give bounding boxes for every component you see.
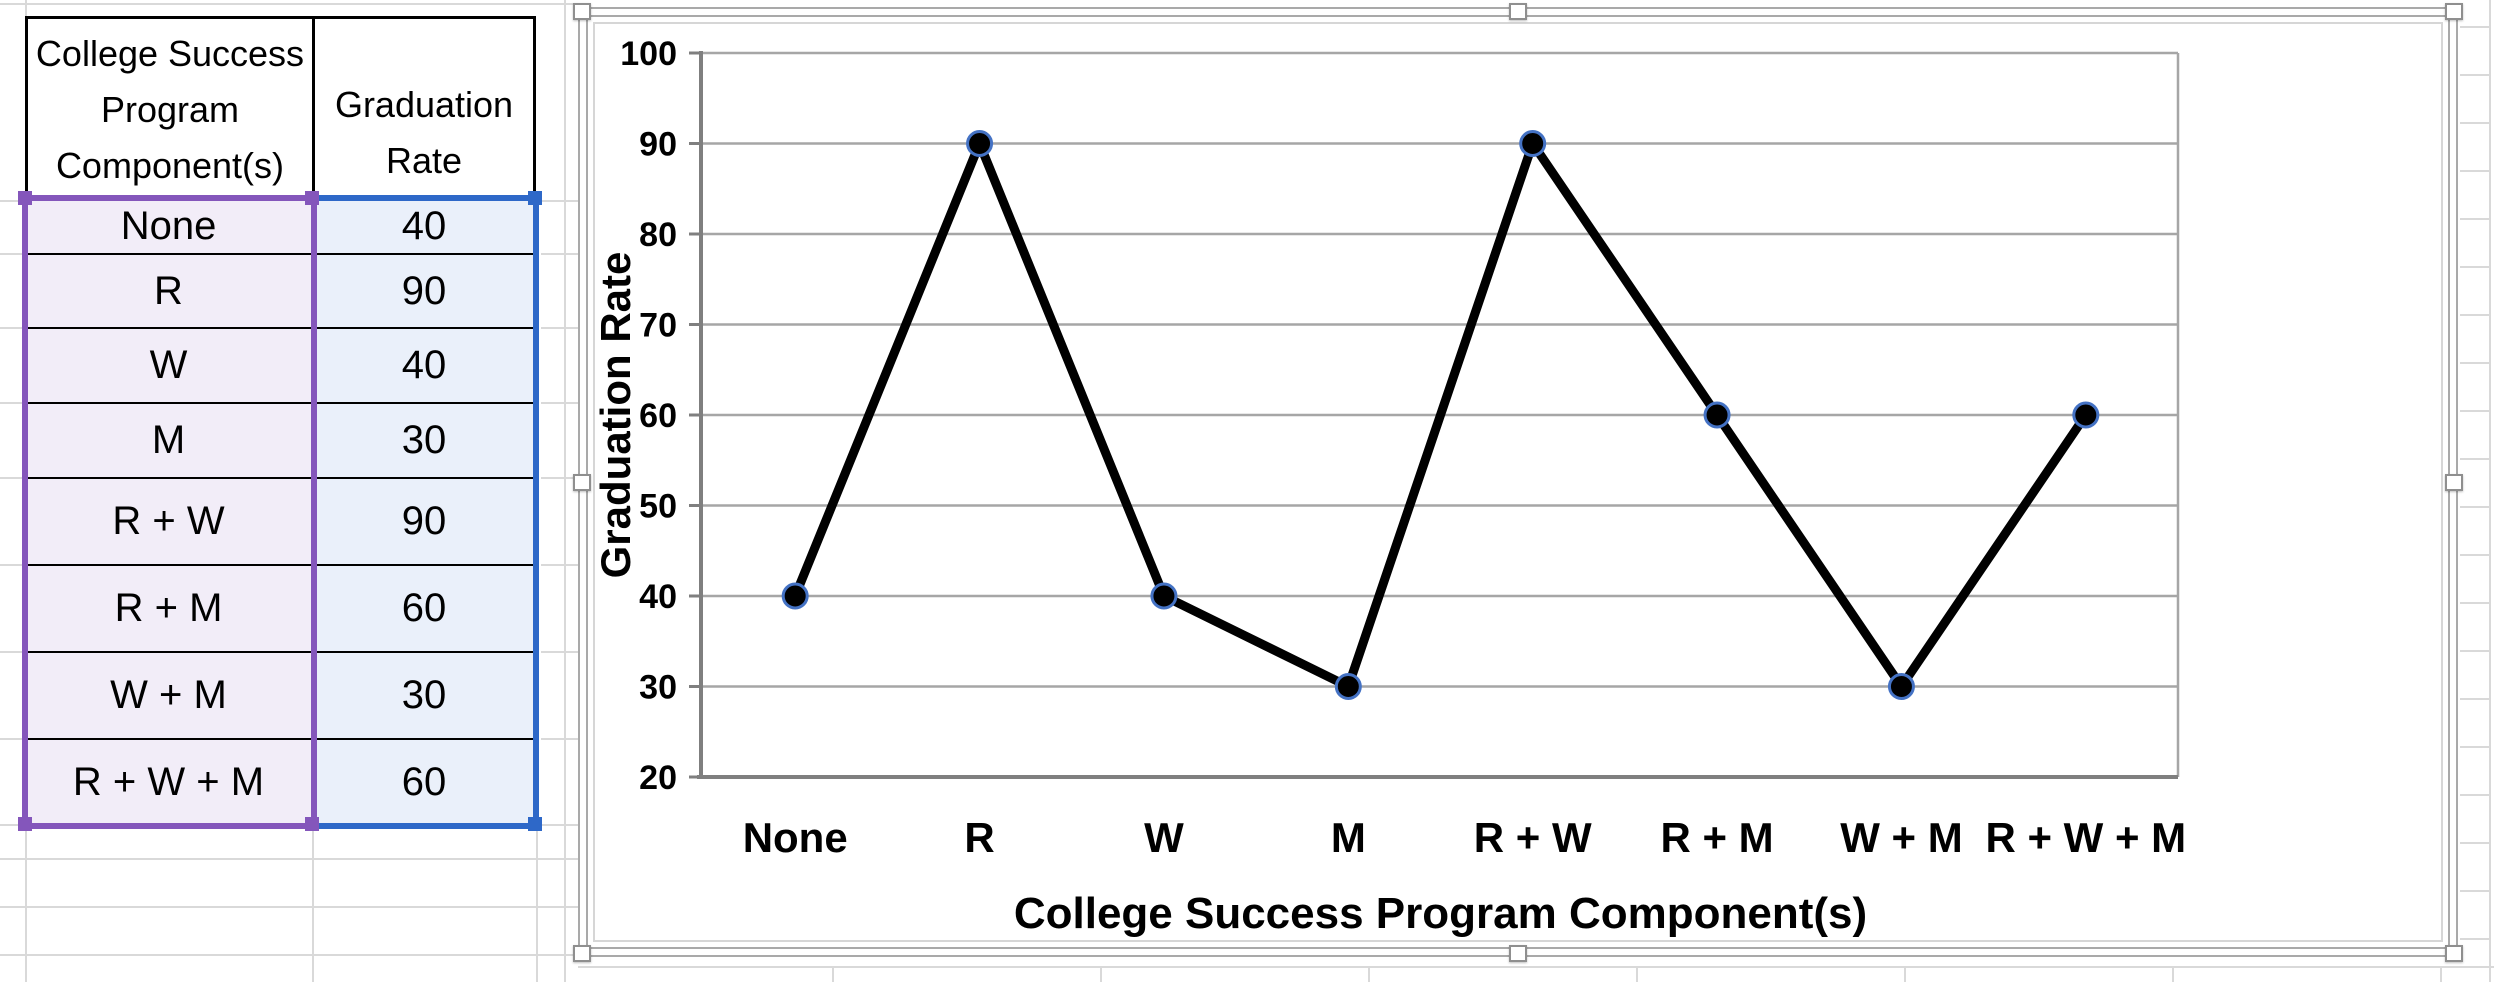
data-point-marker[interactable]	[2072, 401, 2100, 429]
x-category-label: W + M	[1840, 814, 1963, 861]
table-row: R + M 60	[25, 564, 536, 651]
selection-handle[interactable]	[18, 191, 32, 205]
x-category-label: M	[1331, 814, 1366, 861]
y-tick-label: 90	[639, 126, 677, 164]
y-tick-label: 30	[639, 669, 677, 707]
x-category-label: W	[1144, 814, 1184, 861]
x-axis-title[interactable]: College Success Program Component(s)	[1014, 889, 1867, 938]
chart-resize-handle-s[interactable]	[1509, 945, 1527, 962]
table-header-row: College Success Program Component(s) Gra…	[25, 16, 536, 200]
data-point-marker[interactable]	[966, 130, 994, 157]
cell-rate[interactable]: 60	[312, 566, 536, 651]
chart-resize-handle-sw[interactable]	[573, 945, 591, 962]
x-category-label: R + M	[1660, 814, 1773, 861]
chart-object[interactable]	[578, 7, 2458, 957]
table-row: W + M 30	[25, 651, 536, 738]
selection-outline-categories[interactable]	[22, 195, 317, 829]
data-point-marker[interactable]	[1334, 673, 1362, 700]
cell-rate[interactable]: 40	[312, 329, 536, 402]
chart-resize-handle-nw[interactable]	[573, 3, 591, 20]
x-category-label: R	[964, 814, 994, 861]
data-point-marker[interactable]	[1150, 582, 1178, 610]
y-axis-title[interactable]: Graduation Rate	[592, 252, 639, 579]
y-tick-label: 70	[639, 307, 677, 345]
cell-rate[interactable]: 30	[312, 404, 536, 477]
table-row: M 30	[25, 402, 536, 477]
cell-rate[interactable]: 90	[312, 255, 536, 327]
y-tick-label: 50	[639, 488, 677, 526]
selection-handle[interactable]	[18, 817, 32, 831]
y-tick-label: 80	[639, 216, 677, 254]
table-row: R + W + M 60	[25, 738, 536, 824]
cell-component[interactable]: R	[25, 255, 312, 327]
y-tick-label: 100	[620, 35, 677, 73]
selection-handle[interactable]	[305, 817, 319, 831]
cell-component[interactable]: R + M	[25, 566, 312, 651]
cell-rate[interactable]: 30	[312, 653, 536, 738]
cell-component[interactable]: M	[25, 404, 312, 477]
y-tick-label: 40	[639, 578, 677, 616]
chart-resize-handle-e[interactable]	[2445, 474, 2463, 491]
chart-resize-handle-se[interactable]	[2445, 945, 2463, 962]
chart-resize-handle-w[interactable]	[573, 474, 591, 491]
y-tick-label: 20	[639, 759, 677, 797]
cell-rate[interactable]: 60	[312, 740, 536, 824]
table-body: None 40 R 90 W 40 M 30 R + W 90 R + M 60 W + M 30 R + …	[25, 200, 536, 824]
table-row: W 40	[25, 327, 536, 402]
cell-component[interactable]: W + M	[25, 653, 312, 738]
table-header-rate[interactable]: Graduation Rate	[334, 84, 514, 181]
selection-handle[interactable]	[528, 191, 542, 205]
selection-handle[interactable]	[528, 817, 542, 831]
y-tick-label: 60	[639, 397, 677, 435]
table-row: None 40	[25, 200, 536, 253]
x-category-label: R + W	[1474, 814, 1592, 861]
selection-handle[interactable]	[305, 191, 319, 205]
data-point-marker[interactable]	[1703, 401, 1731, 429]
chart-area-border	[593, 22, 2443, 942]
x-category-label: R + W + M	[1985, 814, 2186, 861]
cell-component[interactable]: R + W	[25, 479, 312, 564]
cell-component[interactable]: W	[25, 329, 312, 402]
data-point-marker[interactable]	[1887, 673, 1915, 700]
cell-rate[interactable]: 40	[312, 200, 536, 253]
table-row: R + W 90	[25, 477, 536, 564]
table-header-component[interactable]: College Success Program Component(s)	[28, 19, 315, 197]
data-point-marker[interactable]	[1519, 130, 1547, 157]
x-category-label: None	[743, 814, 848, 861]
table-row: R 90	[25, 253, 536, 327]
series-line[interactable]	[790, 139, 2091, 691]
chart-resize-handle-n[interactable]	[1509, 3, 1527, 20]
cell-rate[interactable]: 90	[312, 479, 536, 564]
cell-component[interactable]: R + W + M	[25, 740, 312, 824]
cell-component[interactable]: None	[25, 200, 312, 253]
data-point-marker[interactable]	[781, 582, 809, 610]
chart-resize-handle-ne[interactable]	[2445, 3, 2463, 20]
